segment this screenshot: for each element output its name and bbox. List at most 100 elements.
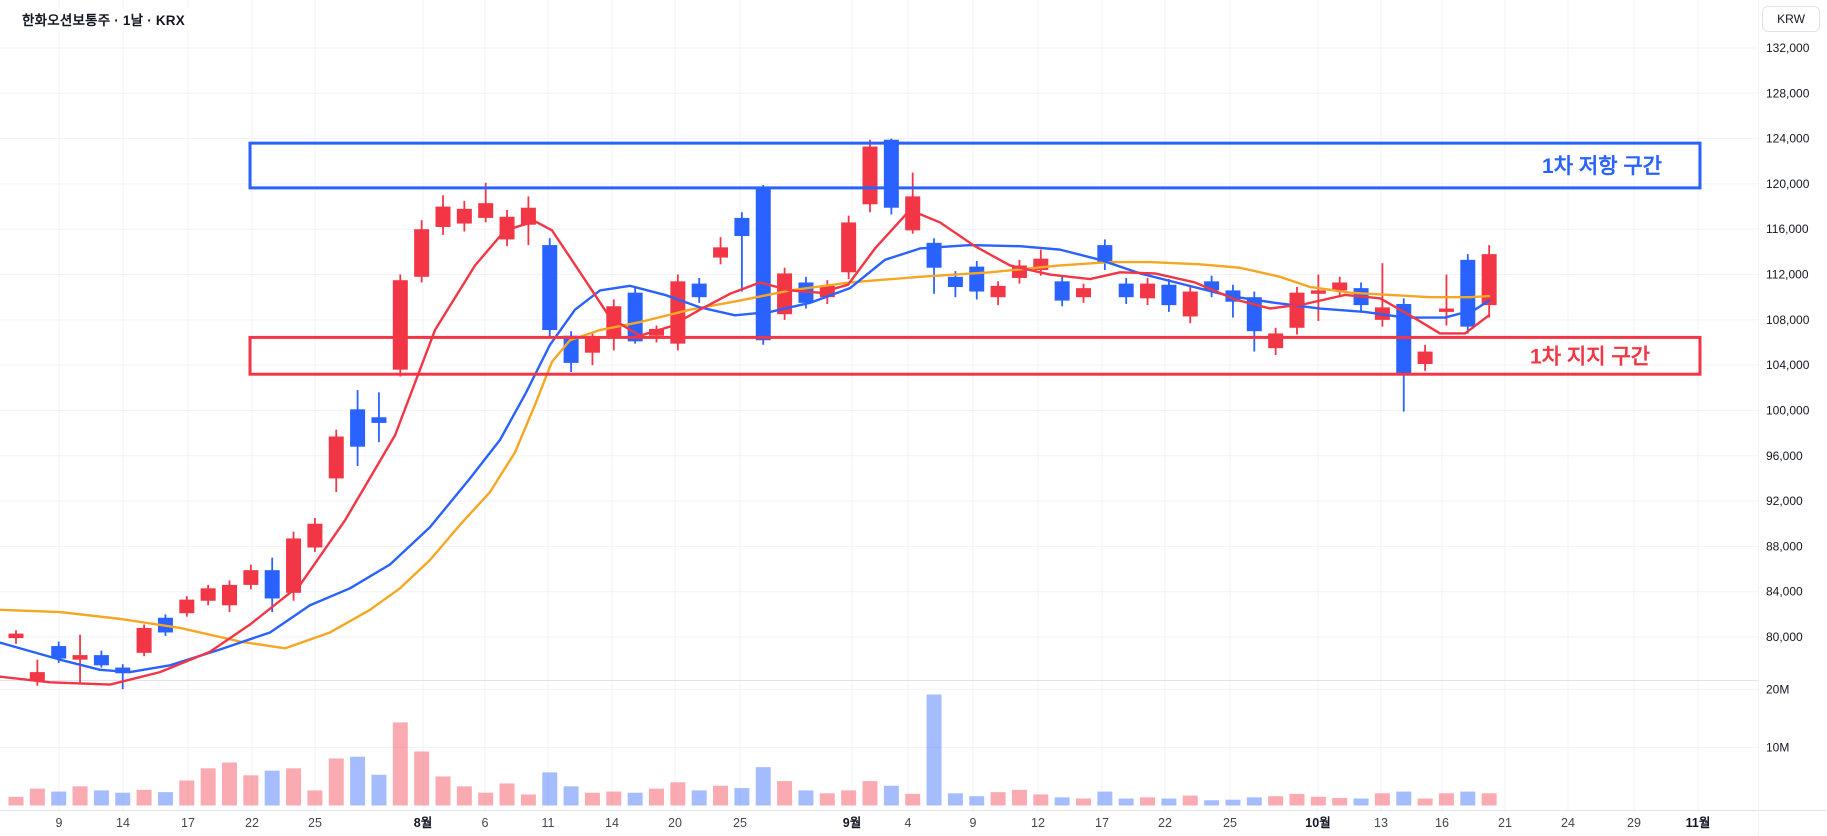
volume-bar: [1140, 797, 1156, 806]
time-axis[interactable]: 9 14 17 22 25 8월 6 11 14 20 25 9월 4 9 12 17 22 25 10월 13 16 2…: [56, 815, 1711, 830]
volume-bar: [243, 775, 259, 806]
time-axis-label: 6: [482, 816, 489, 830]
volume-bar: [414, 751, 430, 806]
volume-bar: [1161, 798, 1177, 806]
symbol-title[interactable]: 한화오션보통주 · 1날 · KRX: [18, 8, 189, 30]
candle-body: [947, 276, 963, 287]
volume-bar: [157, 792, 173, 806]
volume-bar: [264, 770, 280, 806]
volume-bar: [1054, 797, 1070, 806]
ma-slow-line: [0, 260, 1491, 650]
volume-bar: [136, 789, 152, 806]
volume-bar: [1289, 793, 1305, 806]
time-axis-label: 21: [1498, 816, 1512, 830]
time-axis-label: 4: [905, 816, 912, 830]
candle-body: [435, 206, 451, 227]
candle-body: [200, 588, 216, 601]
candle-body: [990, 285, 1006, 298]
volume-bar: [200, 768, 216, 806]
resistance-zone[interactable]: 1차 저항 구간: [248, 141, 1702, 190]
support-zone[interactable]: 1차 지지 구간: [248, 335, 1702, 376]
volume-bar: [286, 768, 302, 806]
candle-body: [1396, 303, 1412, 376]
volume-bar: [1268, 796, 1284, 806]
time-axis-label: 25: [1223, 816, 1237, 830]
time-axis-label: 22: [1158, 816, 1172, 830]
candle-body: [542, 245, 558, 331]
time-axis-label: 10월: [1305, 815, 1330, 830]
time-axis-label: 11월: [1686, 815, 1711, 830]
ma-fast-line: [0, 208, 1491, 686]
volume-bar: [520, 794, 536, 806]
volume-bar: [1182, 795, 1198, 806]
price-axis-label: 80,000: [1766, 630, 1803, 644]
volume-bar: [115, 792, 131, 806]
price-axis-label: 112,000: [1766, 268, 1809, 282]
candle-body: [1289, 292, 1305, 328]
volume-bar: [72, 786, 88, 806]
candle-body: [713, 247, 729, 258]
price-axis-label: 132,000: [1766, 41, 1810, 55]
volume-bar: [8, 796, 24, 806]
grid-lines: [0, 0, 1758, 811]
time-axis-label: 9: [970, 816, 977, 830]
time-axis-label: 22: [245, 816, 259, 830]
volume-bar: [777, 781, 793, 806]
price-axis-label: 92,000: [1766, 494, 1803, 508]
volume-bar: [1460, 791, 1476, 806]
support-zone-label: 1차 지지 구간: [1530, 345, 1650, 368]
candle-body: [350, 409, 366, 447]
candle-body: [1097, 245, 1113, 264]
candles: [8, 138, 1497, 690]
candle-body: [478, 203, 494, 218]
candle-body: [841, 222, 857, 273]
price-axis-label: 120,000: [1766, 177, 1810, 191]
price-axis[interactable]: 132,000 128,000 124,000 120,000 116,000 112,0…: [1766, 41, 1810, 754]
candle-body: [222, 584, 237, 606]
candle-body: [1076, 288, 1091, 298]
candle-body: [1140, 283, 1156, 299]
volume-bar: [1417, 798, 1433, 806]
candle-body: [93, 655, 109, 666]
candle-body: [1481, 254, 1497, 306]
volume-bar: [905, 793, 921, 806]
candle-body: [29, 672, 45, 682]
ma-mid-line: [0, 243, 1491, 674]
volume-bar: [1310, 796, 1326, 806]
time-axis-label: 24: [1561, 816, 1575, 830]
candle-body: [926, 242, 942, 268]
volume-bar: [1033, 794, 1049, 806]
time-axis-label: 20: [668, 816, 682, 830]
volume-bar: [691, 790, 707, 806]
time-axis-label: 12: [1031, 816, 1045, 830]
candle-body: [72, 655, 88, 660]
candle-body: [414, 229, 430, 277]
time-axis-label: 25: [733, 816, 747, 830]
candle-body: [1438, 308, 1454, 312]
support-zone-box: [248, 335, 1702, 376]
price-axis-label: 104,000: [1766, 358, 1810, 372]
volume-bar: [862, 781, 878, 806]
volume-bar: [1374, 793, 1390, 806]
candle-body: [777, 273, 793, 315]
candle-body: [734, 217, 750, 237]
candle-body: [1310, 290, 1326, 294]
candle-body: [371, 417, 387, 423]
volume-bar: [1481, 793, 1497, 806]
candle-body: [584, 337, 600, 353]
price-axis-label: 108,000: [1766, 313, 1810, 327]
currency-unit-badge[interactable]: KRW: [1762, 6, 1820, 32]
volume-bar: [1353, 798, 1369, 806]
volume-bar: [606, 791, 622, 806]
time-axis-label: 14: [605, 816, 619, 830]
volume-bar: [222, 762, 237, 806]
price-axis-label: 100,000: [1766, 403, 1810, 417]
candle-body: [179, 599, 195, 614]
candle-body: [755, 188, 771, 341]
candle-body: [1204, 281, 1220, 291]
candle-body: [264, 570, 280, 599]
volume-bar: [1118, 798, 1134, 806]
candle-body: [1332, 282, 1348, 291]
